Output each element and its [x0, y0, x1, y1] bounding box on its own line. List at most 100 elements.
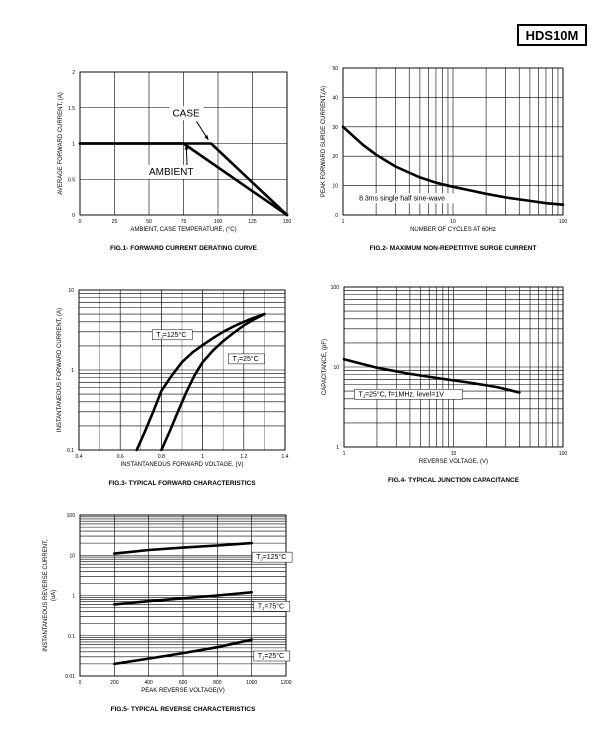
y-tick-label: 0.1 [67, 448, 74, 454]
y-tick-label: 100 [331, 285, 340, 291]
x-axis-label: AMBIENT, CASE TEMPERATURE, (°C) [130, 227, 236, 233]
plot-frame [78, 289, 286, 451]
y-axis-label: INSTANTANEOUS FORWARD CURRENT, (A) [57, 308, 63, 432]
annotation-arrow [185, 144, 188, 165]
annotation-box [253, 650, 291, 662]
x-tick-label: 150 [283, 219, 292, 225]
x-axis-label: INSTANTANEOUS FORWARD VOLTAGE, (V) [121, 462, 244, 468]
x-tick-label: 1000 [246, 680, 257, 686]
x-tick-label: 125 [248, 219, 257, 225]
x-tick-label: 0.8 [158, 454, 165, 460]
annotation-box [169, 106, 204, 121]
annotation-box [251, 551, 293, 563]
x-tick-label: 25 [112, 219, 118, 225]
figure-caption: FIG.5- TYPICAL REVERSE CHARACTERISTICS [111, 706, 256, 713]
x-tick-label: 1.4 [282, 454, 289, 460]
y-tick-label: 10 [333, 365, 339, 371]
x-tick-label: 10 [451, 451, 457, 457]
x-tick-label: 10 [450, 219, 456, 225]
annotation-label: TJ=125°C [256, 553, 286, 562]
figure-caption: FIG.4- TYPICAL JUNCTION CAPACITANCE [388, 477, 520, 484]
annotation-label: TJ=25°C, f=1MHz, level=1V [358, 390, 444, 399]
series-line [78, 142, 289, 217]
x-axis-label: PEAK REVERSE VOLTAGE(V) [141, 688, 224, 694]
series-line [342, 357, 521, 394]
x-tick-label: 100 [559, 219, 568, 225]
x-tick-label: 0 [79, 219, 82, 225]
annotation-box [354, 389, 463, 400]
x-tick-label: 600 [179, 680, 188, 686]
series-line [135, 312, 266, 452]
annotation-box [146, 164, 201, 179]
figure-caption: FIG.3- TYPICAL FORWARD CHARACTERISTICS [108, 480, 256, 487]
x-axis-label: REVERSE VOLTAGE, (V) [419, 459, 488, 465]
figure-caption: FIG.2- MAXIMUM NON-REPETITIVE SURGE CURR… [370, 245, 537, 252]
x-tick-label: 400 [144, 680, 153, 686]
annotation-box [356, 193, 473, 204]
x-tick-label: 50 [146, 219, 152, 225]
x-tick-label: 0 [79, 680, 82, 686]
y-axis-label: PEAK FORWARD SURGE CURRENT,(A) [321, 86, 327, 197]
annotation-box [253, 601, 291, 612]
y-tick-label: 30 [332, 125, 338, 131]
y-tick-label: 0 [335, 213, 338, 219]
x-tick-label: 1.2 [240, 454, 247, 460]
y-tick-label: 1 [72, 594, 75, 600]
figure-caption: FIG.1- FORWARD CURRENT DERATING CURVE [110, 245, 258, 252]
x-tick-label: 1 [201, 454, 204, 460]
annotation-label: CASE [172, 108, 200, 119]
part-number: HDS10M [525, 27, 579, 43]
plot-frame [342, 67, 564, 216]
plot-frame [79, 514, 287, 677]
x-tick-label: 1 [342, 219, 345, 225]
annotation-label: TJ=25°C [258, 652, 284, 661]
annotation-label: TJ=125°C [156, 331, 186, 340]
x-tick-label: 1 [343, 451, 346, 457]
annotation-arrowhead [184, 144, 189, 150]
x-tick-label: 200 [110, 680, 119, 686]
y-tick-label: 0.1 [68, 634, 75, 640]
series-line [78, 142, 289, 217]
y-tick-label: 0.01 [65, 674, 75, 680]
y-tick-label: 1 [71, 368, 74, 374]
y-tick-label: 2 [72, 70, 75, 76]
plot-frame [79, 71, 288, 216]
series-line [341, 125, 565, 206]
y-tick-label: 0.5 [68, 177, 75, 183]
y-tick-label: 1 [72, 142, 75, 148]
y-axis-label: CAPACITANCE, (pF) [322, 339, 328, 395]
annotation-label: 8.3ms single half sine-wave [359, 195, 445, 202]
y-tick-label: 0 [72, 213, 75, 219]
part-number-box: HDS10M [517, 24, 587, 46]
y-tick-label: 10 [332, 184, 338, 190]
series-line [113, 590, 253, 606]
y-tick-label: 10 [69, 553, 75, 559]
y-tick-label: 100 [67, 513, 76, 519]
y-tick-label: 20 [332, 154, 338, 160]
annotation-label: AMBIENT [149, 167, 193, 178]
annotation-label: TJ=75°C [258, 602, 284, 611]
x-tick-label: 1200 [280, 680, 291, 686]
x-tick-label: 800 [213, 680, 222, 686]
x-tick-label: 0.4 [76, 454, 83, 460]
annotation-box [228, 353, 265, 365]
y-tick-label: 40 [332, 95, 338, 101]
y-tick-label: 10 [68, 288, 74, 294]
y-tick-label: 1.5 [68, 106, 75, 112]
series-line [160, 312, 266, 452]
x-tick-label: 100 [214, 219, 223, 225]
y-tick-label: 1 [336, 445, 339, 451]
annotation-arrow [196, 121, 209, 141]
y-axis-label: INSTANTANEOUS REVERSE CURRENT, (uA) [43, 539, 57, 652]
plot-frame [343, 286, 564, 448]
x-tick-label: 100 [559, 451, 568, 457]
series-line [113, 541, 253, 555]
x-axis-label: NUMBER OF CYCLES AT 60Hz [410, 227, 496, 233]
annotation-label: TJ=25°C [232, 355, 258, 364]
x-tick-label: 0.6 [117, 454, 124, 460]
